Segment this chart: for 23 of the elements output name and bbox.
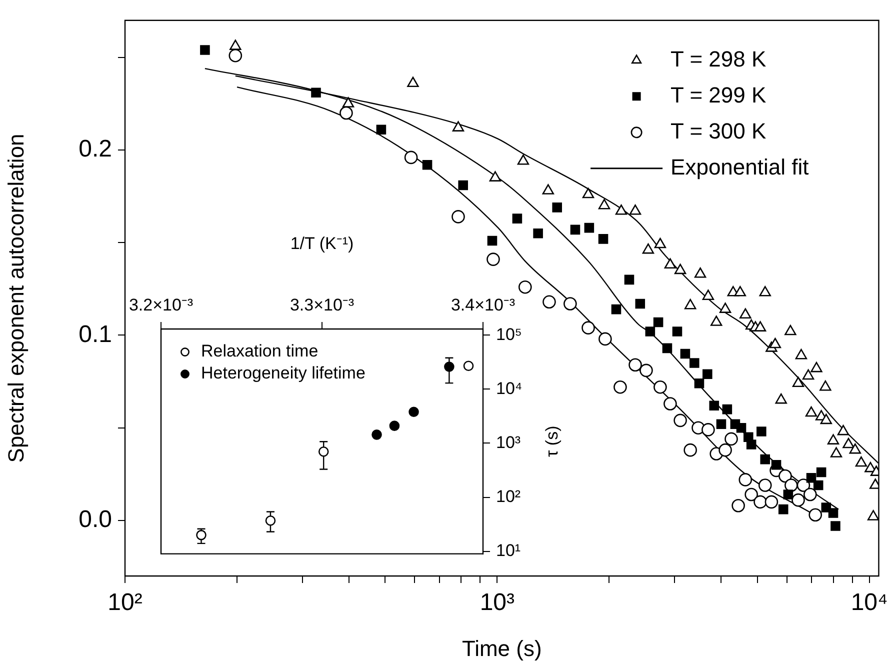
y-tick-label: 10⁴ — [496, 378, 522, 398]
legend-label: T = 300 K — [670, 118, 766, 144]
x-tick-label: 10² — [108, 589, 142, 616]
y-axis-title: Spectral exponent autocorrelation — [3, 134, 28, 463]
legend-label: T = 298 K — [670, 46, 766, 72]
y-tick-label: 0.0 — [78, 506, 112, 534]
x-tick-label: 3.3×10⁻³ — [290, 295, 354, 314]
y-tick-label: 10¹ — [496, 541, 521, 560]
y-tick-label: 10³ — [496, 432, 521, 452]
x-tick-label: 3.4×10⁻³ — [450, 295, 516, 314]
x-tick-label: 3.2×10⁻³ — [128, 295, 194, 314]
y-tick-label: 0.1 — [78, 320, 112, 348]
y-axis-title: τ (s) — [542, 426, 562, 458]
y-tick-label: 0.2 — [78, 136, 112, 163]
y-tick-label: 10² — [496, 486, 521, 506]
legend-label: Relaxation time — [201, 342, 318, 361]
legend-label: Exponential fit — [670, 154, 809, 180]
legend-label: Heterogeneity lifetime — [201, 364, 366, 383]
x-tick-label: 10⁴ — [850, 589, 888, 616]
x-axis-title: 1/T (K⁻¹) — [290, 234, 354, 253]
legend-label: T = 299 K — [670, 82, 766, 108]
y-tick-label: 10⁵ — [496, 324, 522, 344]
x-axis-title: Time (s) — [462, 636, 542, 661]
